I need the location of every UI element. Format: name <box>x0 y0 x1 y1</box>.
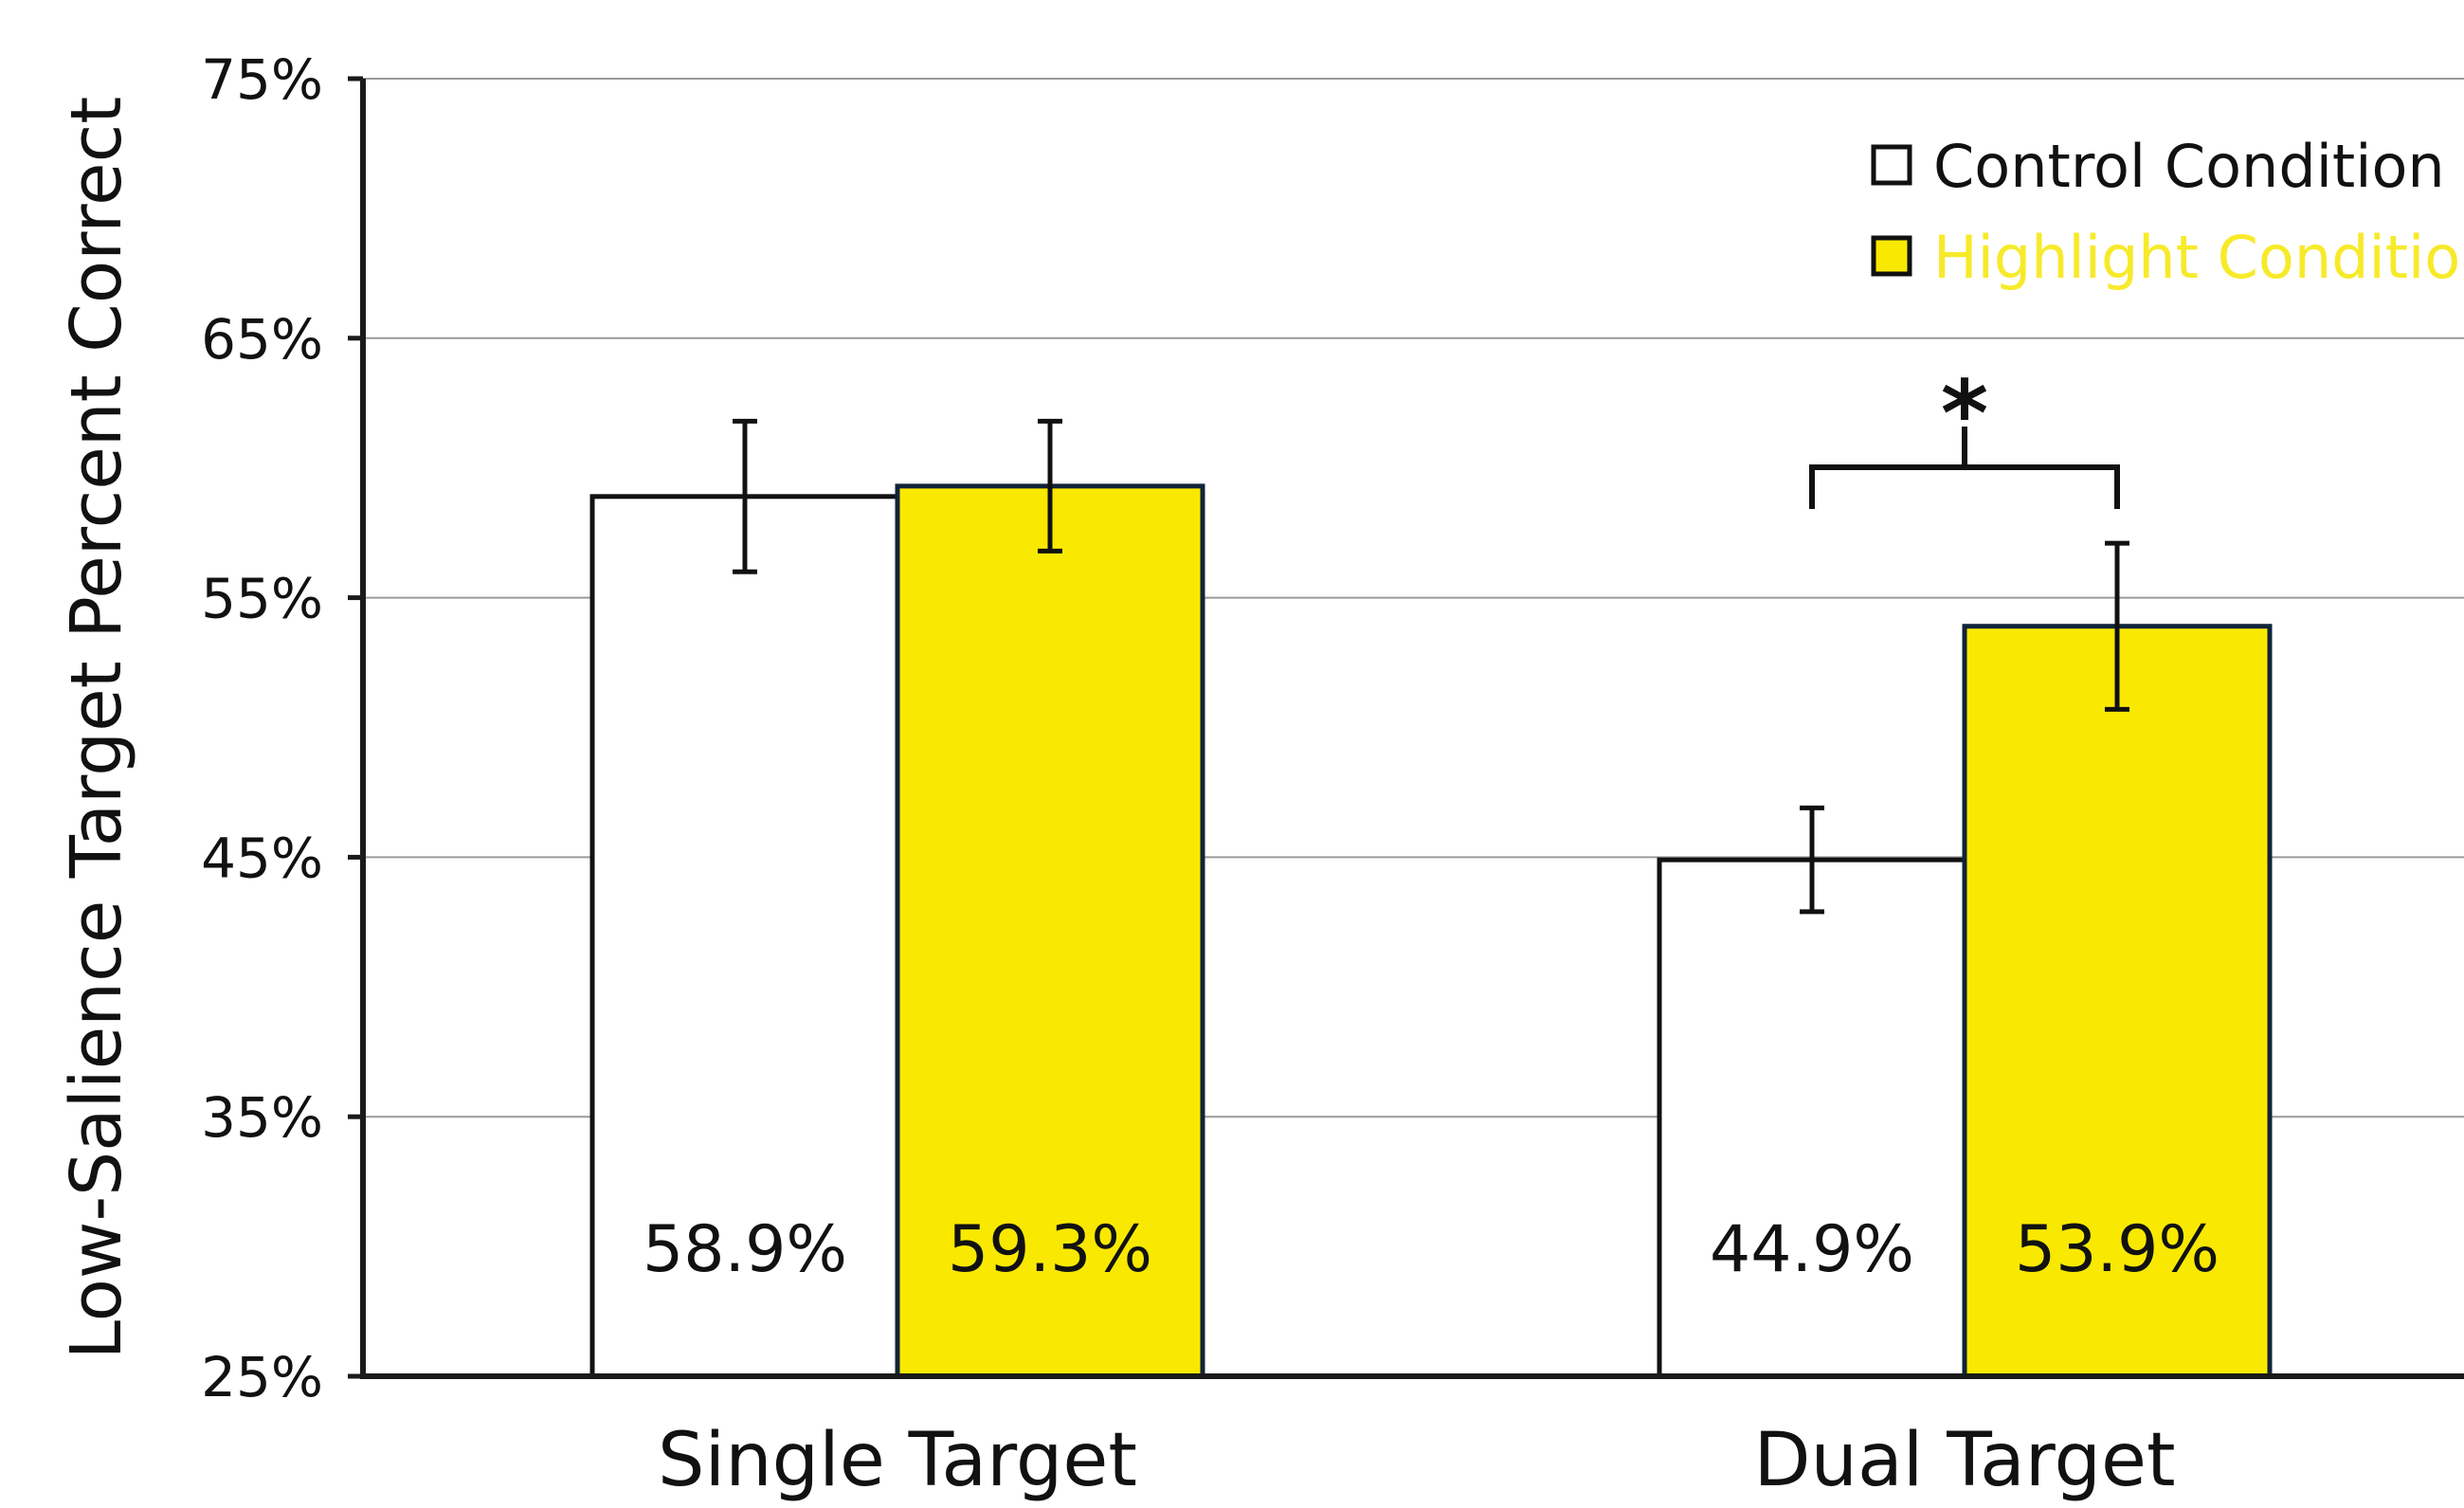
y-tick-label: 35% <box>201 1085 323 1150</box>
legend-label-control: Control Condition <box>1933 132 2445 201</box>
legend-swatch-highlight <box>1871 235 1912 277</box>
significance-bracket <box>1809 427 2120 509</box>
bar-control-single <box>589 494 900 1379</box>
y-tick-label: 75% <box>201 47 323 112</box>
bar-highlight-dual <box>1962 624 2273 1379</box>
significance-star: * <box>1941 361 1988 467</box>
bars <box>589 483 2273 1379</box>
y-tick-label: 25% <box>201 1345 323 1409</box>
legend-label-highlight: Highlight Condition <box>1933 223 2464 292</box>
category-label: Dual Target <box>1753 1418 2175 1503</box>
data-labels: 58.9% 59.3% 44.9% 53.9% <box>643 1212 2219 1287</box>
legend-swatch-control <box>1871 144 1912 186</box>
data-label: 44.9% <box>1710 1212 1914 1287</box>
data-label: 59.3% <box>948 1212 1152 1287</box>
y-tick-labels: 25% 35% 45% 55% 65% 75% <box>201 47 323 1409</box>
bar-highlight-single <box>895 483 1205 1379</box>
significance-annotation: * <box>1809 361 2120 509</box>
y-axis-title: Low-Salience Target Percent Correct <box>56 97 137 1360</box>
y-tick-label: 45% <box>201 826 323 890</box>
y-tick-label: 65% <box>201 307 323 372</box>
category-labels: Single Target Dual Target <box>658 1418 2175 1503</box>
axes <box>360 79 2464 1379</box>
data-label: 53.9% <box>2015 1212 2219 1287</box>
data-label: 58.9% <box>643 1212 847 1287</box>
error-bars <box>733 418 2129 915</box>
category-label: Single Target <box>658 1418 1137 1503</box>
legend: Control Condition Highlight Condition <box>1871 132 2464 292</box>
y-tick-label: 55% <box>201 567 323 631</box>
bar-control-dual <box>1657 857 1967 1379</box>
